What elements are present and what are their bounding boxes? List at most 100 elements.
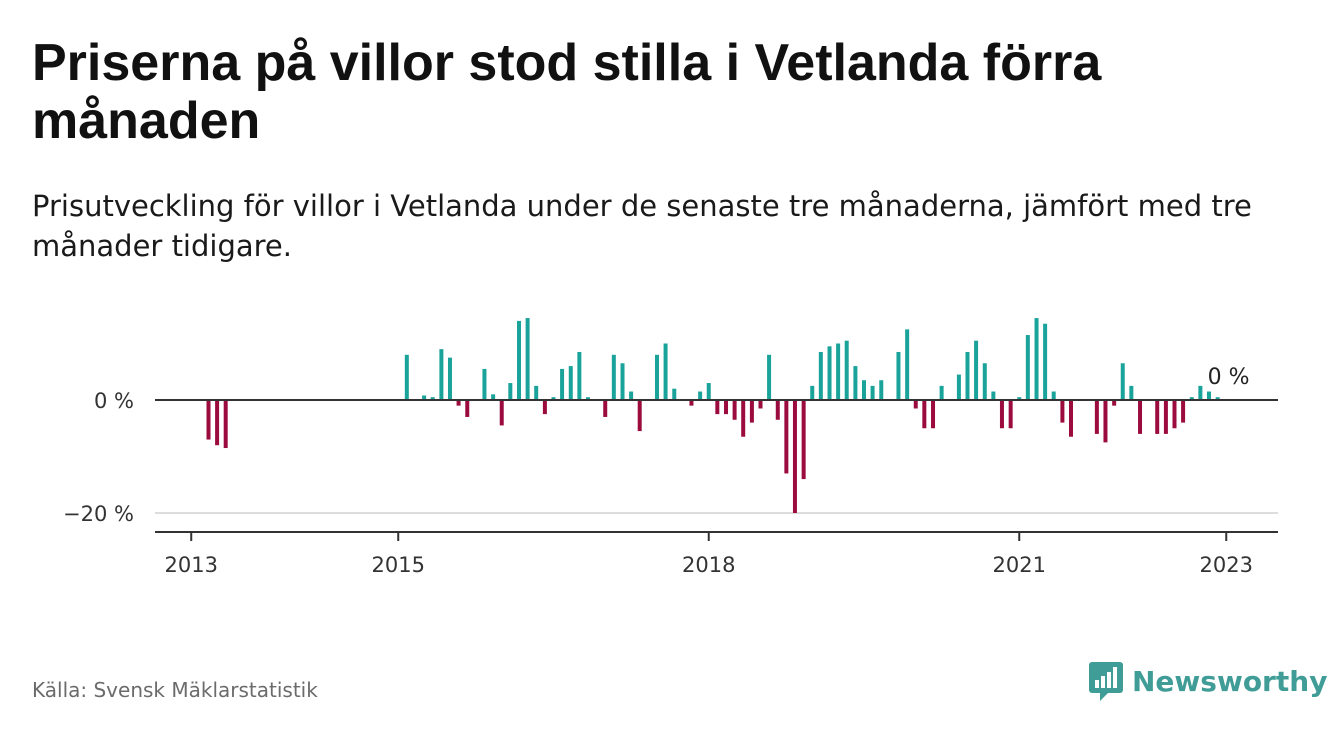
bar [629, 391, 634, 400]
bar [827, 346, 832, 400]
x-tick-label: 2018 [682, 553, 735, 577]
bar [732, 400, 737, 420]
bar [1008, 400, 1013, 429]
bar [603, 400, 608, 417]
bar [1017, 397, 1022, 400]
bar [810, 385, 815, 400]
bar [465, 400, 470, 417]
bar [706, 383, 711, 400]
bar [1051, 391, 1056, 400]
page-subtitle: Prisutveckling för villor i Vetlanda und… [32, 189, 1252, 263]
bar [430, 397, 435, 400]
bar [1138, 400, 1143, 434]
bar [1043, 323, 1048, 400]
bar [499, 400, 504, 426]
x-tick-label: 2021 [993, 553, 1046, 577]
bar [223, 400, 228, 449]
brand[interactable]: Newsworthy [1088, 660, 1327, 702]
source-note: Källa: Svensk Mäklarstatistik [32, 678, 318, 702]
bar-chart: 0 % −20 % 2013 2015 2018 2021 2023 0 % [63, 318, 1278, 577]
bar [792, 400, 797, 513]
bar [404, 354, 409, 400]
bar [672, 388, 677, 400]
bar [551, 397, 556, 400]
bar [1094, 400, 1099, 434]
bar [663, 343, 668, 400]
x-tick-label: 2013 [164, 553, 217, 577]
bar [542, 400, 547, 415]
y-tick-label: −20 % [63, 502, 134, 526]
bar [698, 391, 703, 400]
bar-chart-icon [1089, 662, 1123, 701]
bar [870, 385, 875, 400]
bar [1112, 400, 1117, 406]
bar [982, 363, 987, 400]
bar [741, 400, 746, 437]
bar [620, 363, 625, 400]
bar [922, 400, 927, 429]
bar [1129, 385, 1134, 400]
bar [758, 400, 763, 409]
bar [767, 354, 772, 400]
bar [818, 351, 823, 400]
bar [1120, 363, 1125, 400]
bar [715, 400, 720, 415]
bar [965, 351, 970, 400]
chart-area: 0 % −20 % 2013 2015 2018 2021 2023 0 % [0, 290, 1340, 590]
bar [956, 374, 961, 400]
bar [447, 357, 452, 400]
bar [939, 385, 944, 400]
bar [1068, 400, 1073, 437]
bar [879, 380, 884, 400]
bar [637, 400, 642, 432]
bar [1181, 400, 1186, 423]
bar [1025, 335, 1030, 400]
bar [1163, 400, 1168, 434]
bar [999, 400, 1004, 429]
bar [206, 400, 211, 440]
bar [931, 400, 936, 429]
bar [1189, 397, 1194, 400]
bar [905, 329, 910, 400]
bar [439, 349, 444, 400]
bar [215, 400, 220, 446]
page-title: Priserna på villor stod stilla i Vetland… [32, 34, 1102, 150]
bar [560, 368, 565, 400]
bar [974, 340, 979, 400]
bar [1215, 397, 1220, 400]
bar [491, 394, 496, 400]
x-tick-label: 2023 [1200, 553, 1253, 577]
x-tick-label: 2015 [372, 553, 425, 577]
bar [689, 400, 694, 406]
bar [896, 351, 901, 400]
bar [654, 354, 659, 400]
bar [534, 385, 539, 400]
bar [775, 400, 780, 420]
bar [568, 366, 573, 400]
bar [482, 368, 487, 400]
bar [1103, 400, 1108, 443]
bar [913, 400, 918, 409]
bar [1060, 400, 1065, 423]
bar [784, 400, 789, 474]
bar [801, 400, 806, 480]
bar [1198, 385, 1203, 400]
bar [611, 354, 616, 400]
bar [1172, 400, 1177, 429]
bar [1155, 400, 1160, 434]
y-tick-label: 0 % [94, 389, 134, 413]
bar [456, 400, 461, 406]
bar [724, 400, 729, 415]
bar [422, 395, 427, 400]
brand-name: Newsworthy [1132, 664, 1328, 698]
bar [836, 343, 841, 400]
bar [861, 380, 866, 400]
bar [585, 397, 590, 400]
bar [517, 320, 522, 400]
bar [853, 366, 858, 400]
end-value-label: 0 % [1208, 365, 1250, 390]
bar [991, 391, 996, 400]
bar [1206, 391, 1211, 400]
bar [749, 400, 754, 423]
bar [844, 340, 849, 400]
